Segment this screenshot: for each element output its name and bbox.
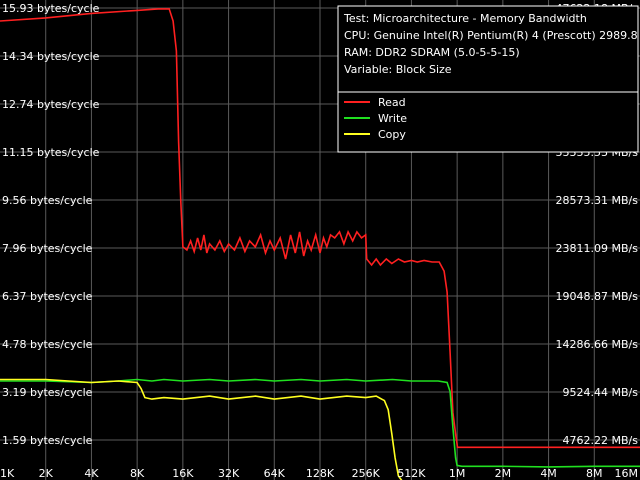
x-tick-label: 16K: [172, 467, 194, 480]
y-tick-label-left: 4.78 bytes/cycle: [2, 338, 93, 351]
info-line-ram: RAM: DDR2 SDRAM (5.0-5-5-15): [344, 46, 520, 59]
legend-label-copy: Copy: [378, 128, 406, 141]
x-tick-label: 16M: [615, 467, 639, 480]
x-tick-label: 32K: [218, 467, 240, 480]
y-tick-label-left: 12.74 bytes/cycle: [2, 98, 100, 111]
series-line-copy: [0, 378, 403, 480]
y-tick-label-left: 15.93 bytes/cycle: [2, 2, 100, 15]
legend-box: [337, 91, 639, 153]
y-tick-label-right: 19048.87 MB/s: [556, 290, 639, 303]
y-tick-label-right: 14286.66 MB/s: [556, 338, 639, 351]
legend-label-read: Read: [378, 96, 406, 109]
x-tick-label: 2K: [39, 467, 54, 480]
x-tick-label: 1M: [449, 467, 466, 480]
y-tick-label-right: 4762.22 MB/s: [563, 434, 639, 447]
x-tick-label: 512K: [397, 467, 426, 480]
x-tick-label: 4M: [540, 467, 557, 480]
y-tick-label-left: 9.56 bytes/cycle: [2, 194, 93, 207]
info-line-test: Test: Microarchitecture - Memory Bandwid…: [343, 12, 587, 25]
y-tick-label-left: 1.59 bytes/cycle: [2, 434, 93, 447]
series-lines: [0, 8, 640, 480]
info-line-variable: Variable: Block Size: [344, 63, 452, 76]
x-tick-label: 128K: [306, 467, 335, 480]
x-tick-label: 8K: [130, 467, 145, 480]
x-tick-label: 256K: [352, 467, 381, 480]
x-tick-label: 4K: [84, 467, 99, 480]
y-tick-label-left: 7.96 bytes/cycle: [2, 242, 93, 255]
y-tick-label-right: 23811.09 MB/s: [556, 242, 639, 255]
x-tick-label: 1K: [0, 467, 15, 480]
series-line-write: [0, 378, 640, 468]
legend-label-write: Write: [378, 112, 407, 125]
info-legend-panel: Test: Microarchitecture - Memory Bandwid…: [337, 5, 640, 153]
series-line-read: [0, 8, 640, 449]
y-tick-label-right: 9524.44 MB/s: [563, 386, 639, 399]
y-tick-label-left: 3.19 bytes/cycle: [2, 386, 93, 399]
y-tick-label-right: 28573.31 MB/s: [556, 194, 639, 207]
info-line-cpu: CPU: Genuine Intel(R) Pentium(R) 4 (Pres…: [344, 29, 640, 42]
x-tick-label: 8M: [586, 467, 603, 480]
x-tick-label: 64K: [264, 467, 286, 480]
x-tick-label: 2M: [495, 467, 512, 480]
y-tick-label-left: 6.37 bytes/cycle: [2, 290, 93, 303]
y-tick-label-left: 11.15 bytes/cycle: [2, 146, 100, 159]
y-tick-label-left: 14.34 bytes/cycle: [2, 50, 100, 63]
